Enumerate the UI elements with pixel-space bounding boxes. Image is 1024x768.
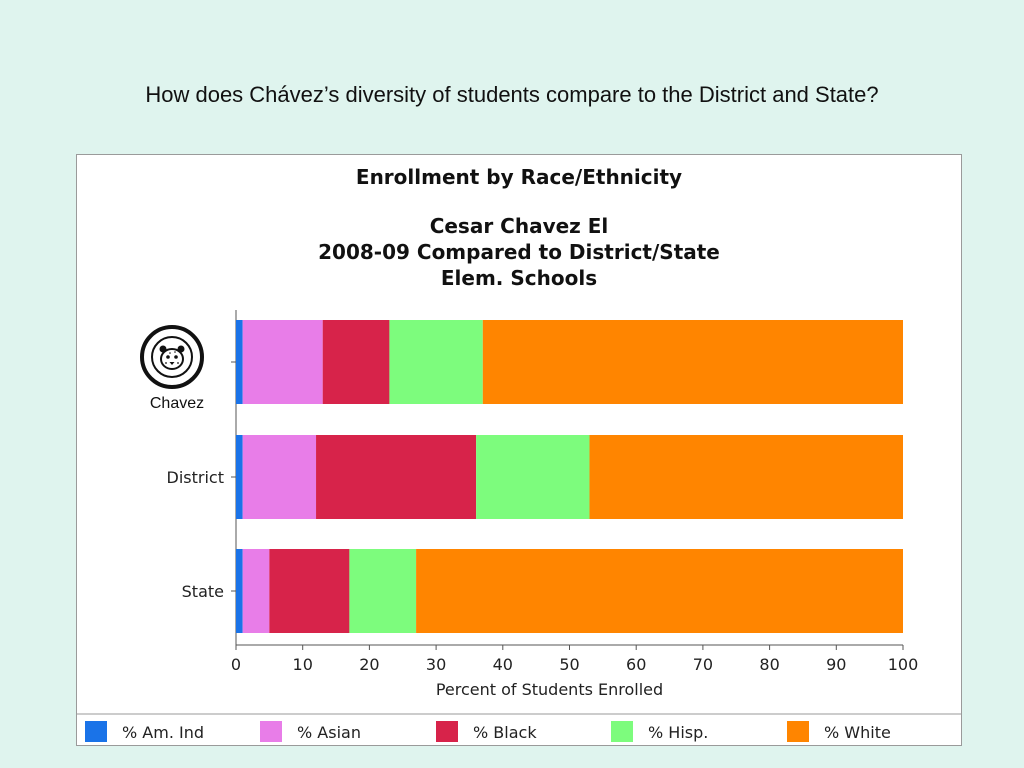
cheetah-seal-icon [159, 345, 185, 370]
bar-district-amind [236, 435, 243, 519]
bar-state-asian [242, 549, 270, 633]
bar-chavez-hisp [389, 320, 483, 404]
chart-subtitle-line-3: Elem. Schools [441, 266, 597, 290]
legend-label-black: % Black [473, 723, 537, 742]
category-label-state: State [182, 582, 224, 601]
x-tick-label: 60 [626, 655, 646, 674]
x-tick-label: 70 [693, 655, 713, 674]
x-tick-label: 100 [888, 655, 919, 674]
legend-label-amind: % Am. Ind [122, 723, 204, 742]
x-tick-label: 80 [759, 655, 779, 674]
chavez-category-label: Chavez [150, 395, 204, 412]
bar-chavez-white [482, 320, 903, 404]
x-tick-label: 20 [359, 655, 379, 674]
legend-swatch-amind [85, 721, 107, 742]
chart-subtitle-line-1: Cesar Chavez El [430, 214, 609, 238]
chart-title: Enrollment by Race/Ethnicity [356, 165, 682, 189]
x-tick-label: 0 [231, 655, 241, 674]
x-tick-label: 10 [293, 655, 313, 674]
bar-district-hisp [476, 435, 590, 519]
school-logo [140, 325, 204, 389]
bar-district-white [589, 435, 903, 519]
x-tick-label: 50 [559, 655, 579, 674]
bar-state-amind [236, 549, 243, 633]
bar-state-black [269, 549, 350, 633]
plot-area: District State 0 10 20 30 40 50 60 70 80 90 100 Perce… [77, 310, 961, 742]
bar-state-hisp [349, 549, 417, 633]
category-label-district: District [167, 468, 224, 487]
x-axis-label: Percent of Students Enrolled [436, 680, 663, 699]
chart-subtitle-line-2: 2008-09 Compared to District/State [318, 240, 720, 264]
bar-chavez-black [322, 320, 390, 404]
bar-district-black [316, 435, 477, 519]
legend-swatch-hisp [611, 721, 633, 742]
bar-state-white [416, 549, 903, 633]
chart-panel: Enrollment by Race/Ethnicity Cesar Chave… [76, 154, 962, 746]
x-tick-label: 40 [493, 655, 513, 674]
x-tick-label: 90 [826, 655, 846, 674]
bar-district-asian [242, 435, 317, 519]
legend-swatch-asian [260, 721, 282, 742]
x-tick-label: 30 [426, 655, 446, 674]
legend-label-hisp: % Hisp. [648, 723, 708, 742]
legend-label-asian: % Asian [297, 723, 361, 742]
slide-title: How does Chávez’s diversity of students … [145, 82, 879, 107]
bar-chavez-asian [242, 320, 323, 404]
bar-chavez-amind [236, 320, 243, 404]
enrollment-chart: Enrollment by Race/Ethnicity Cesar Chave… [77, 165, 961, 742]
legend-swatch-black [436, 721, 458, 742]
legend-label-white: % White [824, 723, 891, 742]
legend-swatch-white [787, 721, 809, 742]
